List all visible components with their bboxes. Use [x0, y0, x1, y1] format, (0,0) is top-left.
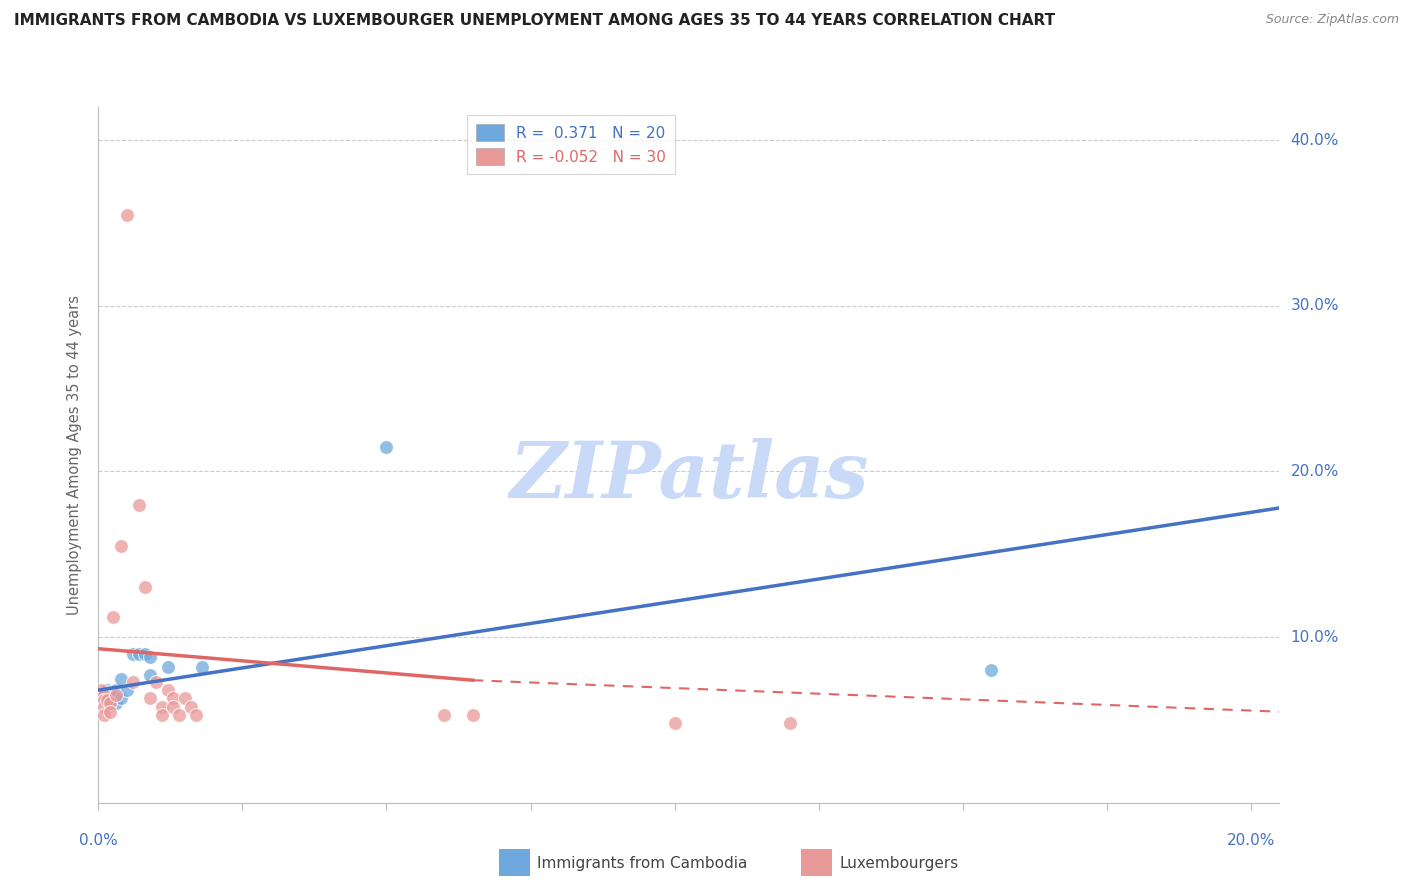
Point [980, 663, 1002, 677]
Point [139, 668, 162, 682]
Text: Source: ZipAtlas.com: Source: ZipAtlas.com [1265, 13, 1399, 27]
Point [128, 647, 150, 661]
Point [104, 683, 127, 698]
Point [134, 581, 156, 595]
Point [779, 716, 801, 731]
Point [162, 691, 184, 706]
Point [156, 683, 179, 698]
Point [110, 539, 132, 553]
Point [101, 610, 124, 624]
Point [90, 683, 112, 698]
Point [375, 440, 398, 454]
Point [139, 691, 162, 706]
Point [433, 708, 456, 723]
Point [139, 650, 162, 665]
Text: 10.0%: 10.0% [1291, 630, 1339, 645]
Point [104, 697, 127, 711]
Point [93, 699, 115, 714]
Point [150, 708, 173, 723]
Text: 0.0%: 0.0% [79, 833, 118, 848]
Point [115, 208, 138, 222]
Point [110, 691, 132, 706]
Point [98, 697, 121, 711]
Point [110, 672, 132, 686]
Y-axis label: Unemployment Among Ages 35 to 44 years: Unemployment Among Ages 35 to 44 years [67, 295, 83, 615]
Point [122, 647, 145, 661]
Text: 20.0%: 20.0% [1226, 833, 1275, 848]
Point [98, 691, 121, 706]
Text: 20.0%: 20.0% [1291, 464, 1339, 479]
Point [93, 688, 115, 702]
Point [96, 683, 118, 698]
Point [128, 498, 150, 512]
Point [461, 708, 484, 723]
Text: 30.0%: 30.0% [1291, 298, 1339, 313]
Point [93, 688, 115, 702]
Point [122, 674, 145, 689]
Text: Luxembourgers: Luxembourgers [839, 856, 959, 871]
Point [98, 685, 121, 699]
Text: IMMIGRANTS FROM CAMBODIA VS LUXEMBOURGER UNEMPLOYMENT AMONG AGES 35 TO 44 YEARS : IMMIGRANTS FROM CAMBODIA VS LUXEMBOURGER… [14, 13, 1054, 29]
Point [115, 683, 138, 698]
Point [145, 674, 167, 689]
Point [162, 699, 184, 714]
Point [104, 690, 127, 704]
Point [150, 699, 173, 714]
Point [186, 708, 208, 723]
Point [167, 708, 190, 723]
Point [98, 705, 121, 719]
Point [134, 647, 156, 661]
Text: ZIPatlas: ZIPatlas [509, 438, 869, 514]
Text: Immigrants from Cambodia: Immigrants from Cambodia [537, 856, 748, 871]
Point [93, 708, 115, 723]
Legend: R =  0.371   N = 20, R = -0.052   N = 30: R = 0.371 N = 20, R = -0.052 N = 30 [467, 115, 675, 175]
Point [191, 660, 214, 674]
Point [156, 660, 179, 674]
Point [104, 688, 127, 702]
Point [664, 716, 686, 731]
Text: 40.0%: 40.0% [1291, 133, 1339, 148]
Point [173, 691, 195, 706]
Point [96, 693, 118, 707]
Point [180, 699, 202, 714]
Point [93, 693, 115, 707]
Point [93, 693, 115, 707]
